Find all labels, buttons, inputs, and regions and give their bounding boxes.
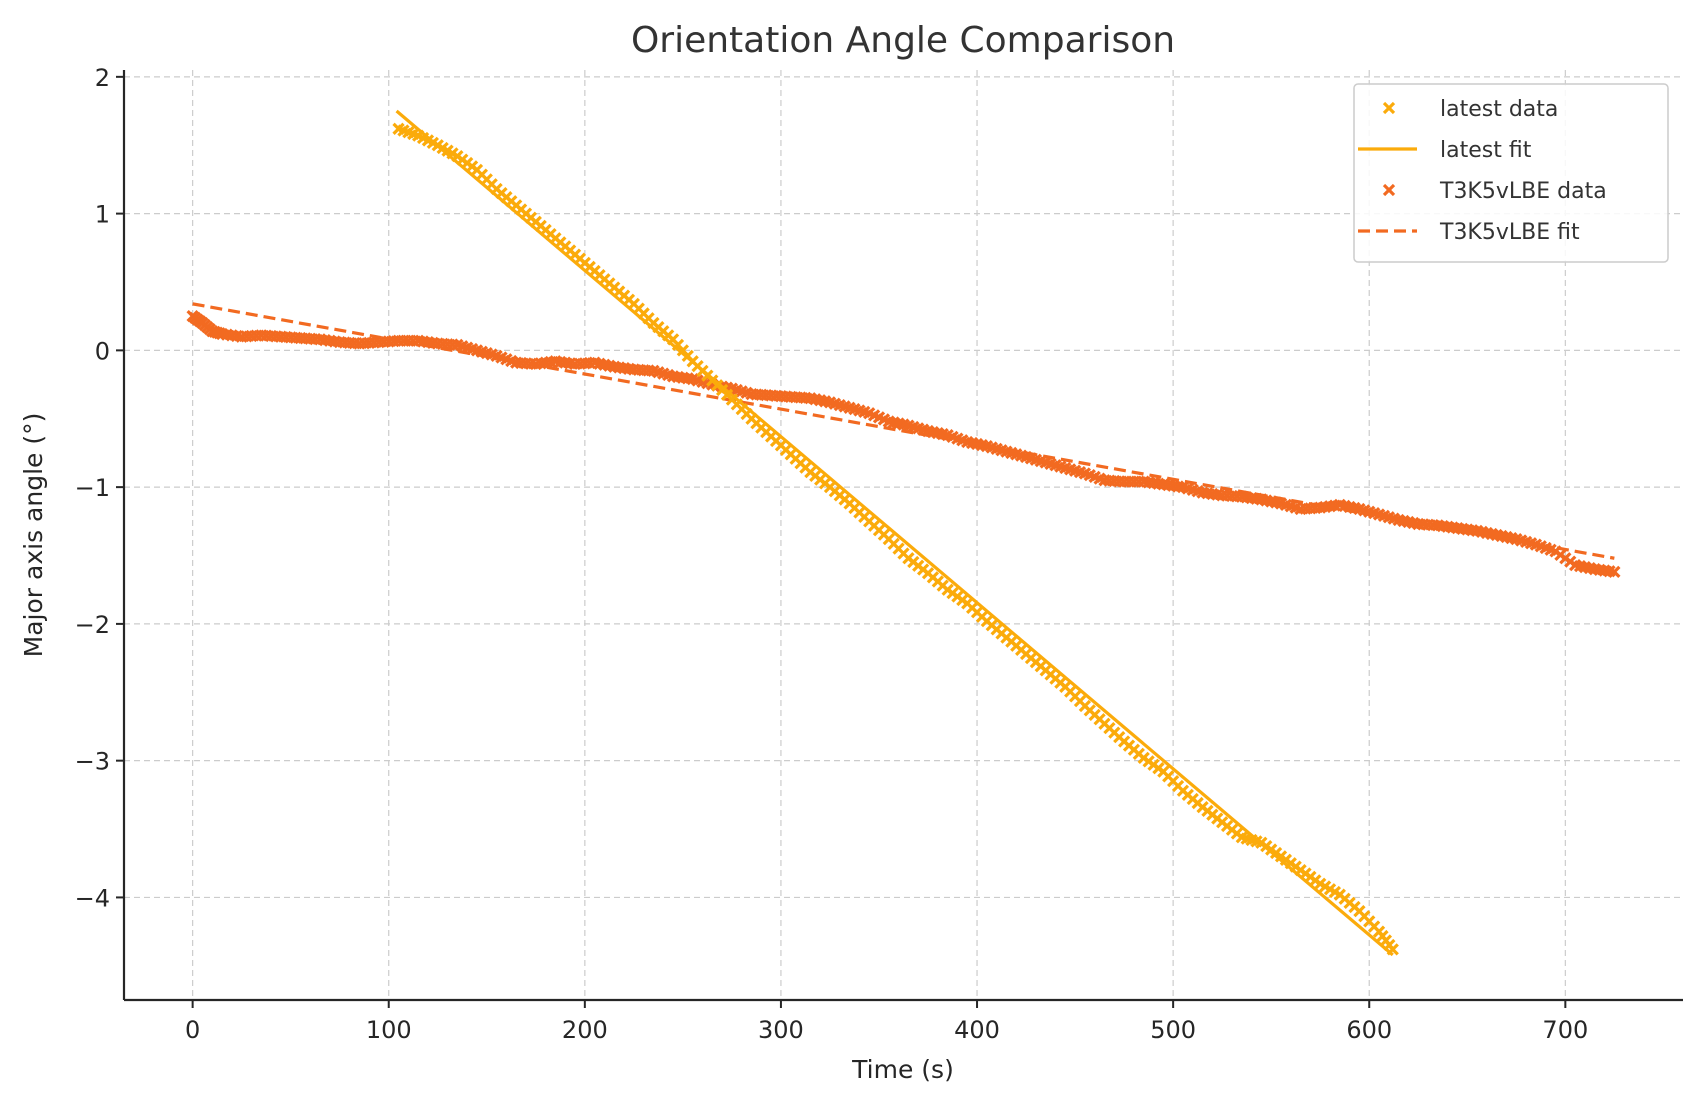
x-axis-label: Time (s) — [851, 1055, 954, 1084]
data-point — [1608, 565, 1621, 579]
series-latest-fit — [395, 109, 1394, 957]
legend-marker-icon — [1382, 183, 1396, 197]
x-tick-label: 200 — [562, 1016, 608, 1044]
fit-line — [192, 302, 1615, 560]
legend-label: latest data — [1440, 97, 1558, 122]
x-tick-label: 700 — [1542, 1016, 1588, 1044]
legend-item: latest fit — [1358, 138, 1532, 163]
x-ticks: 0 100 200 300 400 500 600 700 — [185, 1000, 1588, 1044]
y-axis-label: Major axis angle (°) — [19, 413, 48, 658]
legend-marker-icon — [1382, 101, 1396, 115]
y-tick-label: −4 — [75, 884, 110, 912]
x-tick-label: 0 — [185, 1016, 200, 1044]
x-tick-label: 600 — [1346, 1016, 1392, 1044]
y-tick-label: −2 — [75, 611, 110, 639]
legend-item: T3K5vLBE data — [1382, 179, 1607, 204]
y-tick-label: 0 — [95, 337, 110, 365]
legend-frame — [1353, 83, 1669, 263]
chart-title: Orientation Angle Comparison — [631, 20, 1175, 61]
y-ticks: 2 1 0 −1 −2 −3 −4 — [75, 64, 124, 912]
y-tick-label: −1 — [75, 474, 110, 502]
y-tick-label: 1 — [95, 201, 110, 229]
x-tick-label: 400 — [954, 1016, 1000, 1044]
x-tick-label: 100 — [366, 1016, 412, 1044]
fit-line — [395, 109, 1394, 957]
series-t3k5vlbe-data — [186, 310, 1621, 579]
legend: latest data latest fit T3K5vLBE data T3K5vL… — [1353, 83, 1669, 263]
series-t3k5vlbe-fit — [192, 302, 1615, 560]
x-tick-label: 500 — [1150, 1016, 1196, 1044]
legend-label: latest fit — [1440, 138, 1532, 163]
x-tick-label: 300 — [758, 1016, 804, 1044]
legend-item: latest data — [1382, 97, 1558, 122]
plot-area — [186, 109, 1621, 957]
y-tick-label: 2 — [95, 64, 110, 92]
y-tick-label: −3 — [75, 748, 110, 776]
legend-item: T3K5vLBE fit — [1358, 220, 1580, 245]
series-latest-data — [392, 122, 1399, 956]
legend-label: T3K5vLBE data — [1439, 179, 1607, 204]
legend-label: T3K5vLBE fit — [1439, 220, 1580, 245]
